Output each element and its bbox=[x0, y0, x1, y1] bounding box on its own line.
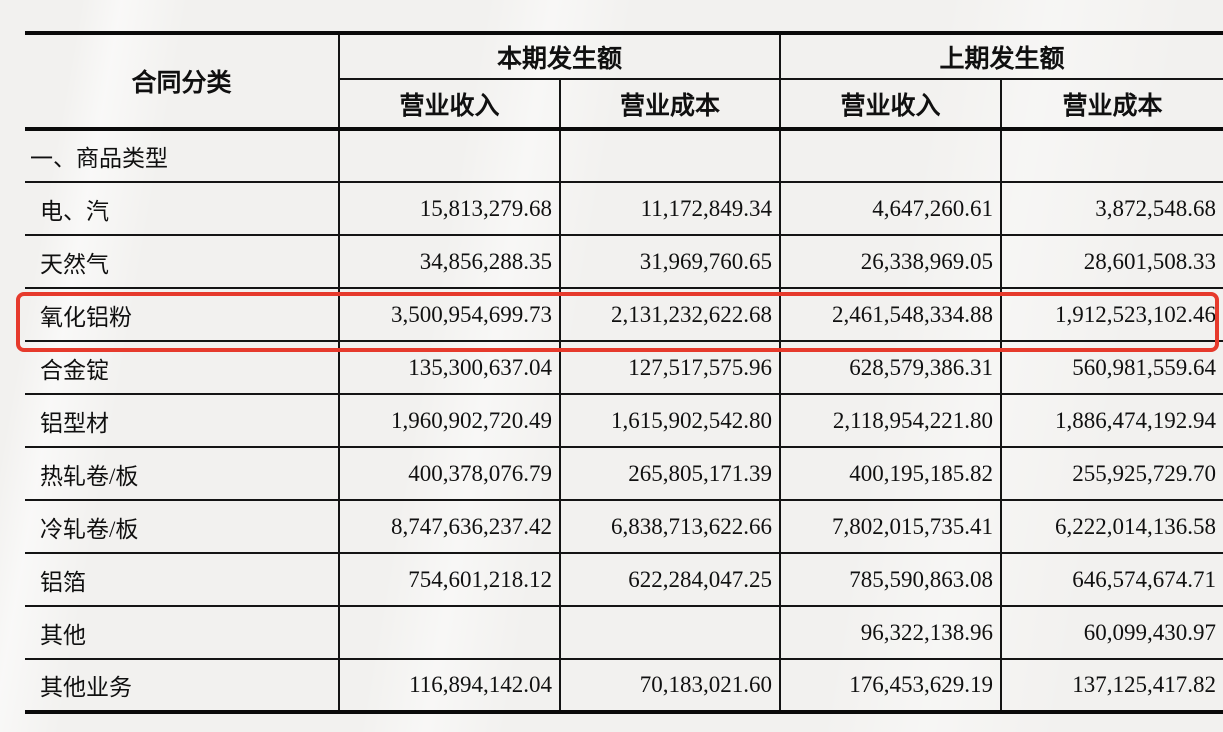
table-row: 其他业务 116,894,142.04 70,183,021.60 176,45… bbox=[25, 659, 1223, 712]
value-cell: 7,802,015,735.41 bbox=[780, 500, 1003, 554]
table-row: 铝箔 754,601,218.12 622,284,047.25 785,590… bbox=[25, 553, 1223, 607]
value-cell: 3,872,548.68 bbox=[1001, 182, 1223, 236]
value-cell: 2,118,954,221.80 bbox=[780, 394, 1003, 448]
value-cell bbox=[780, 129, 1003, 183]
value-cell bbox=[339, 606, 561, 660]
table-row-highlighted: 氧化铝粉 3,500,954,699.73 2,131,232,622.68 2… bbox=[25, 288, 1223, 342]
value-cell: 622,284,047.25 bbox=[560, 553, 782, 607]
value-cell: 1,912,523,102.46 bbox=[1001, 288, 1223, 342]
row-label-cell: 天然气 bbox=[25, 235, 340, 289]
value-cell: 4,647,260.61 bbox=[780, 182, 1003, 236]
value-cell: 60,099,430.97 bbox=[1001, 606, 1223, 660]
value-cell: 560,981,559.64 bbox=[1001, 341, 1223, 395]
prior-cost-header: 营业成本 bbox=[1001, 79, 1223, 131]
table-body: 一、商品类型 电、汽 15,813,279.68 11,172,849.34 4… bbox=[25, 129, 1223, 712]
table-row: 热轧卷/板 400,378,076.79 265,805,171.39 400,… bbox=[25, 447, 1223, 501]
value-cell: 1,615,902,542.80 bbox=[560, 394, 782, 448]
row-label-cell: 冷轧卷/板 bbox=[25, 500, 340, 554]
row-label-cell: 铝型材 bbox=[25, 394, 340, 448]
row-label-cell: 电、汽 bbox=[25, 182, 340, 236]
table-row: 一、商品类型 bbox=[25, 129, 1223, 183]
value-cell: 628,579,386.31 bbox=[780, 341, 1003, 395]
value-cell: 255,925,729.70 bbox=[1001, 447, 1223, 501]
value-cell: 31,969,760.65 bbox=[560, 235, 782, 289]
table-header: 合同分类 本期发生额 上期发生额 营业收入 营业成本 营业收入 营业成本 bbox=[25, 33, 1223, 131]
row-label-cell: 一、商品类型 bbox=[25, 129, 340, 183]
value-cell: 2,461,548,334.88 bbox=[780, 288, 1003, 342]
value-cell: 754,601,218.12 bbox=[339, 553, 561, 607]
value-cell: 1,960,902,720.49 bbox=[339, 394, 561, 448]
value-cell: 116,894,142.04 bbox=[339, 659, 561, 712]
value-cell: 15,813,279.68 bbox=[339, 182, 561, 236]
value-cell: 28,601,508.33 bbox=[1001, 235, 1223, 289]
value-cell: 265,805,171.39 bbox=[560, 447, 782, 501]
value-cell: 96,322,138.96 bbox=[780, 606, 1003, 660]
value-cell: 137,125,417.82 bbox=[1072, 672, 1217, 697]
table-row: 其他 96,322,138.96 60,099,430.97 bbox=[25, 606, 1223, 660]
value-cell: 8,747,636,237.42 bbox=[339, 500, 561, 554]
value-cell: 1,886,474,192.94 bbox=[1001, 394, 1223, 448]
corner-header-cell: 合同分类 bbox=[25, 33, 340, 131]
table-row: 铝型材 1,960,902,720.49 1,615,902,542.80 2,… bbox=[25, 394, 1223, 448]
value-cell: 176,453,629.19 bbox=[780, 659, 1003, 712]
value-cell: 400,195,185.82 bbox=[780, 447, 1003, 501]
row-label-cell: 其他 bbox=[25, 606, 340, 660]
current-period-group-header: 本期发生额 bbox=[339, 33, 782, 80]
value-cell: 34,856,288.35 bbox=[339, 235, 561, 289]
value-cell: 646,574,674.71 bbox=[1001, 553, 1223, 607]
current-revenue-header: 营业收入 bbox=[339, 79, 561, 131]
value-cell: 11,172,849.34 bbox=[560, 182, 782, 236]
table-row: 电、汽 15,813,279.68 11,172,849.34 4,647,26… bbox=[25, 182, 1223, 236]
value-cell: 135,300,637.04 bbox=[339, 341, 561, 395]
value-cell: 3,500,954,699.73 bbox=[339, 288, 561, 342]
row-label-cell: 氧化铝粉 bbox=[25, 288, 340, 342]
revenue-cost-table: 合同分类 本期发生额 上期发生额 营业收入 营业成本 营业收入 营业成本 一、商… bbox=[25, 31, 1223, 714]
header-sub-row: 营业收入 营业成本 营业收入 营业成本 bbox=[25, 79, 1223, 131]
value-cell: 400,378,076.79 bbox=[339, 447, 561, 501]
value-cell: 6,222,014,136.58 bbox=[1001, 500, 1223, 554]
value-cell: 6,838,713,622.66 bbox=[560, 500, 782, 554]
value-cell: 127,517,575.96 bbox=[560, 341, 782, 395]
table-row: 冷轧卷/板 8,747,636,237.42 6,838,713,622.66 … bbox=[25, 500, 1223, 554]
value-cell: 2,131,232,622.68 bbox=[560, 288, 782, 342]
value-cell bbox=[560, 606, 782, 660]
row-label-cell: 铝箔 bbox=[25, 553, 340, 607]
value-cell bbox=[339, 129, 561, 183]
row-label-cell: 合金锭 bbox=[25, 341, 340, 395]
table-row: 合金锭 135,300,637.04 127,517,575.96 628,57… bbox=[25, 341, 1223, 395]
value-cell: 70,183,021.60 bbox=[560, 659, 782, 712]
value-cell bbox=[1001, 129, 1223, 183]
row-label-cell: 热轧卷/板 bbox=[25, 447, 340, 501]
value-cell: 785,590,863.08 bbox=[780, 553, 1003, 607]
value-cell: 26,338,969.05 bbox=[780, 235, 1003, 289]
value-cell bbox=[560, 129, 782, 183]
prior-revenue-header: 营业收入 bbox=[780, 79, 1003, 131]
row-label-cell: 其他业务 bbox=[25, 659, 340, 712]
table-row: 天然气 34,856,288.35 31,969,760.65 26,338,9… bbox=[25, 235, 1223, 289]
header-group-row: 合同分类 本期发生额 上期发生额 bbox=[25, 33, 1223, 131]
prior-period-group-header: 上期发生额 bbox=[780, 33, 1223, 80]
current-cost-header: 营业成本 bbox=[560, 79, 782, 131]
